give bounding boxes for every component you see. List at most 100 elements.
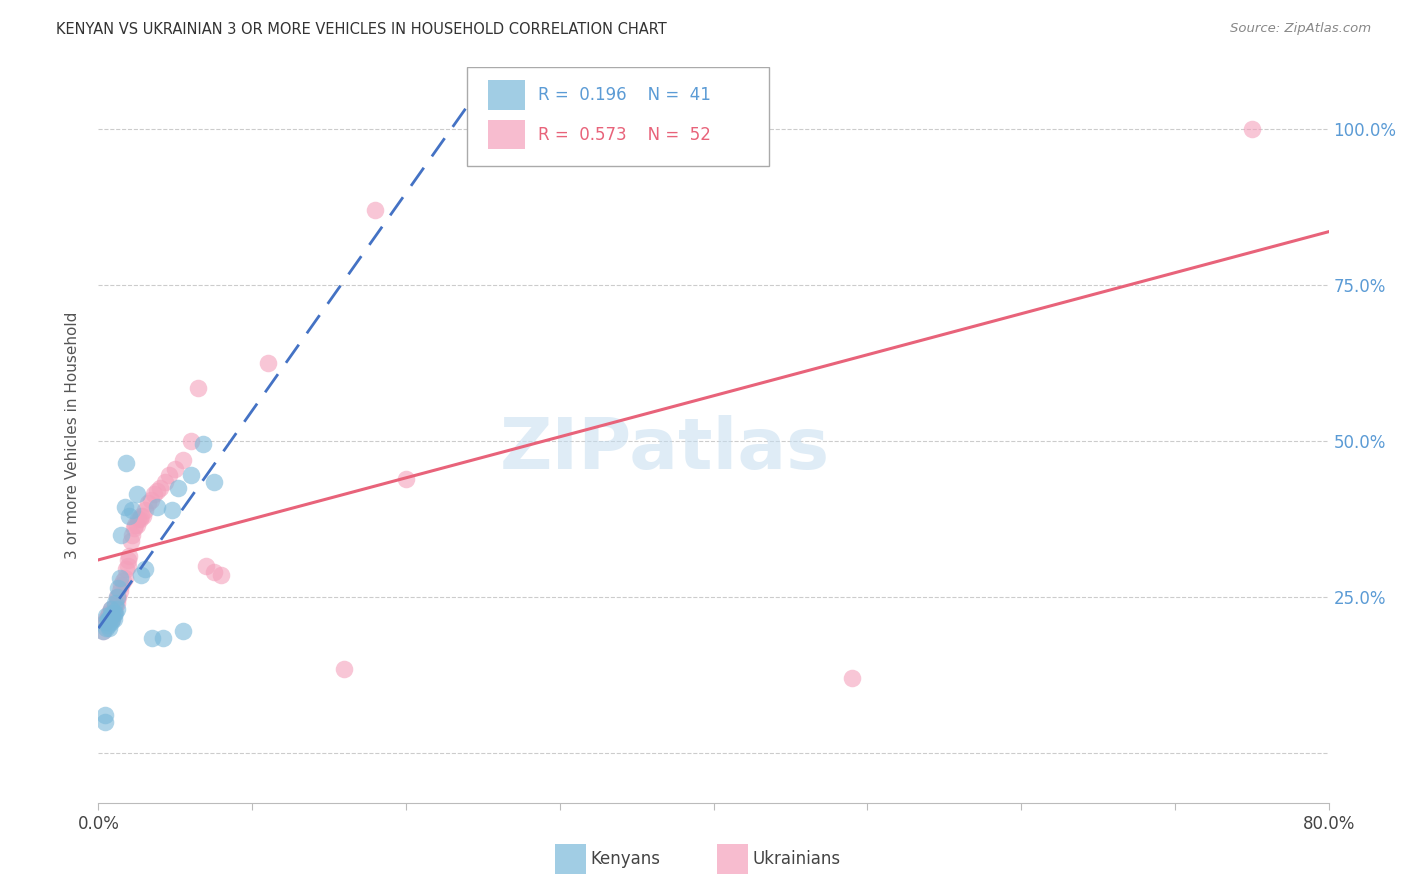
Text: Kenyans: Kenyans: [591, 850, 661, 868]
Point: [105, 596, 128, 610]
Point: [118, 508, 141, 523]
Y-axis label: 3 or more Vehicles in Household: 3 or more Vehicles in Household: [65, 311, 80, 558]
Point: [395, 471, 418, 485]
Point: [103, 606, 125, 620]
Point: [131, 568, 153, 582]
Point: [103, 612, 125, 626]
Point: [165, 462, 187, 476]
Point: [98, 612, 121, 626]
Point: [98, 621, 121, 635]
Point: [211, 568, 233, 582]
Point: [101, 612, 124, 626]
Point: [157, 468, 180, 483]
Point: [97, 612, 120, 626]
Point: [121, 502, 143, 516]
Point: [93, 615, 115, 629]
Point: [118, 549, 141, 564]
Point: [98, 606, 121, 620]
Point: [256, 356, 278, 370]
Text: KENYAN VS UKRAINIAN 3 OR MORE VEHICLES IN HOUSEHOLD CORRELATION CHART: KENYAN VS UKRAINIAN 3 OR MORE VEHICLES I…: [56, 22, 666, 37]
Point: [139, 493, 162, 508]
Text: ZIPatlas: ZIPatlas: [499, 415, 830, 484]
Point: [101, 612, 124, 626]
Point: [97, 618, 120, 632]
Point: [141, 631, 163, 645]
Point: [172, 624, 194, 639]
Point: [121, 527, 143, 541]
Point: [162, 502, 183, 516]
Point: [122, 521, 145, 535]
Point: [110, 527, 132, 541]
Point: [129, 512, 152, 526]
Point: [153, 475, 176, 489]
Point: [93, 708, 115, 723]
Point: [101, 606, 124, 620]
Point: [142, 487, 165, 501]
Point: [108, 571, 131, 585]
Bar: [488, 120, 526, 149]
Point: [202, 475, 225, 489]
Point: [195, 558, 218, 573]
Point: [167, 481, 190, 495]
Point: [180, 434, 202, 448]
Point: [104, 596, 127, 610]
Point: [187, 381, 209, 395]
Point: [134, 502, 156, 516]
Point: [1240, 122, 1263, 136]
Point: [114, 571, 136, 585]
Point: [104, 606, 127, 620]
Point: [98, 615, 121, 629]
Point: [125, 518, 148, 533]
Point: [115, 456, 138, 470]
Point: [91, 624, 114, 639]
Text: Ukrainians: Ukrainians: [752, 850, 841, 868]
Point: [98, 612, 121, 626]
Point: [108, 583, 131, 598]
Point: [94, 615, 117, 629]
Point: [105, 590, 128, 604]
Point: [100, 602, 122, 616]
Text: Source: ZipAtlas.com: Source: ZipAtlas.com: [1230, 22, 1371, 36]
Point: [101, 608, 124, 623]
Point: [104, 599, 127, 614]
Point: [105, 590, 128, 604]
Point: [100, 608, 122, 623]
Point: [124, 518, 146, 533]
Point: [134, 562, 156, 576]
Point: [93, 714, 115, 729]
Point: [100, 615, 122, 629]
Point: [125, 487, 148, 501]
Point: [117, 558, 139, 573]
Point: [191, 437, 214, 451]
Point: [105, 602, 128, 616]
Text: R =  0.196    N =  41: R = 0.196 N = 41: [537, 86, 710, 103]
Bar: [488, 80, 526, 110]
Point: [152, 631, 174, 645]
Point: [117, 552, 139, 566]
Point: [120, 533, 142, 548]
Point: [364, 203, 387, 218]
Point: [91, 624, 114, 639]
Point: [107, 581, 129, 595]
FancyBboxPatch shape: [467, 67, 769, 166]
Point: [110, 577, 132, 591]
Text: R =  0.573    N =  52: R = 0.573 N = 52: [537, 126, 710, 144]
Point: [131, 508, 153, 523]
Point: [115, 562, 138, 576]
Point: [94, 608, 117, 623]
Point: [180, 468, 202, 483]
Point: [114, 500, 136, 514]
Point: [94, 612, 117, 626]
Point: [97, 608, 120, 623]
Point: [127, 512, 149, 526]
Point: [202, 565, 225, 579]
Point: [333, 662, 356, 676]
Point: [103, 606, 125, 620]
Point: [146, 500, 169, 514]
Point: [107, 590, 129, 604]
Point: [841, 671, 863, 685]
Point: [132, 508, 155, 523]
Point: [100, 602, 122, 616]
Point: [146, 483, 169, 498]
Point: [94, 621, 117, 635]
